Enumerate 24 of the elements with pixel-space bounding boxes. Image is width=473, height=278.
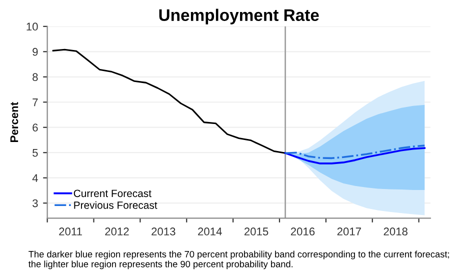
- x-tick-label: 2011: [59, 228, 82, 236]
- text: The darker blue region represents the 70 percent probability band corresponding to the current forecast; the lighter blue region represents the 90 percent probability band.: [28, 250, 449, 270]
- legend-label: Current Forecast: [74, 190, 152, 198]
- y-tick-label: 7: [32, 98, 38, 106]
- y-tick-label: 10: [26, 22, 38, 31]
- y-tick-label: 9: [32, 48, 38, 56]
- line-series: [284, 147, 426, 164]
- line-series: [52, 48, 286, 154]
- y-tick-label: 6: [32, 124, 38, 132]
- x-tick-label: 2018: [384, 228, 408, 236]
- line-series: [284, 144, 426, 160]
- y-tick-label: 5: [32, 148, 38, 157]
- x-tick-label: 2016: [290, 228, 315, 236]
- y-tick-label: 8: [32, 73, 38, 82]
- y-axis-title: Percent: [10, 102, 18, 142]
- y-tick-label: 3: [32, 199, 38, 208]
- x-tick-label: 2014: [198, 228, 222, 236]
- chart-title: Unemployment Rate: [159, 8, 319, 24]
- y-tick-label: 4: [32, 174, 38, 182]
- x-tick-label: 2012: [105, 228, 129, 236]
- legend-label: Previous Forecast: [74, 201, 158, 209]
- x-tick-label: 2015: [244, 228, 268, 236]
- x-tick-label: 2017: [337, 228, 361, 236]
- x-tick-label: 2013: [152, 228, 176, 236]
